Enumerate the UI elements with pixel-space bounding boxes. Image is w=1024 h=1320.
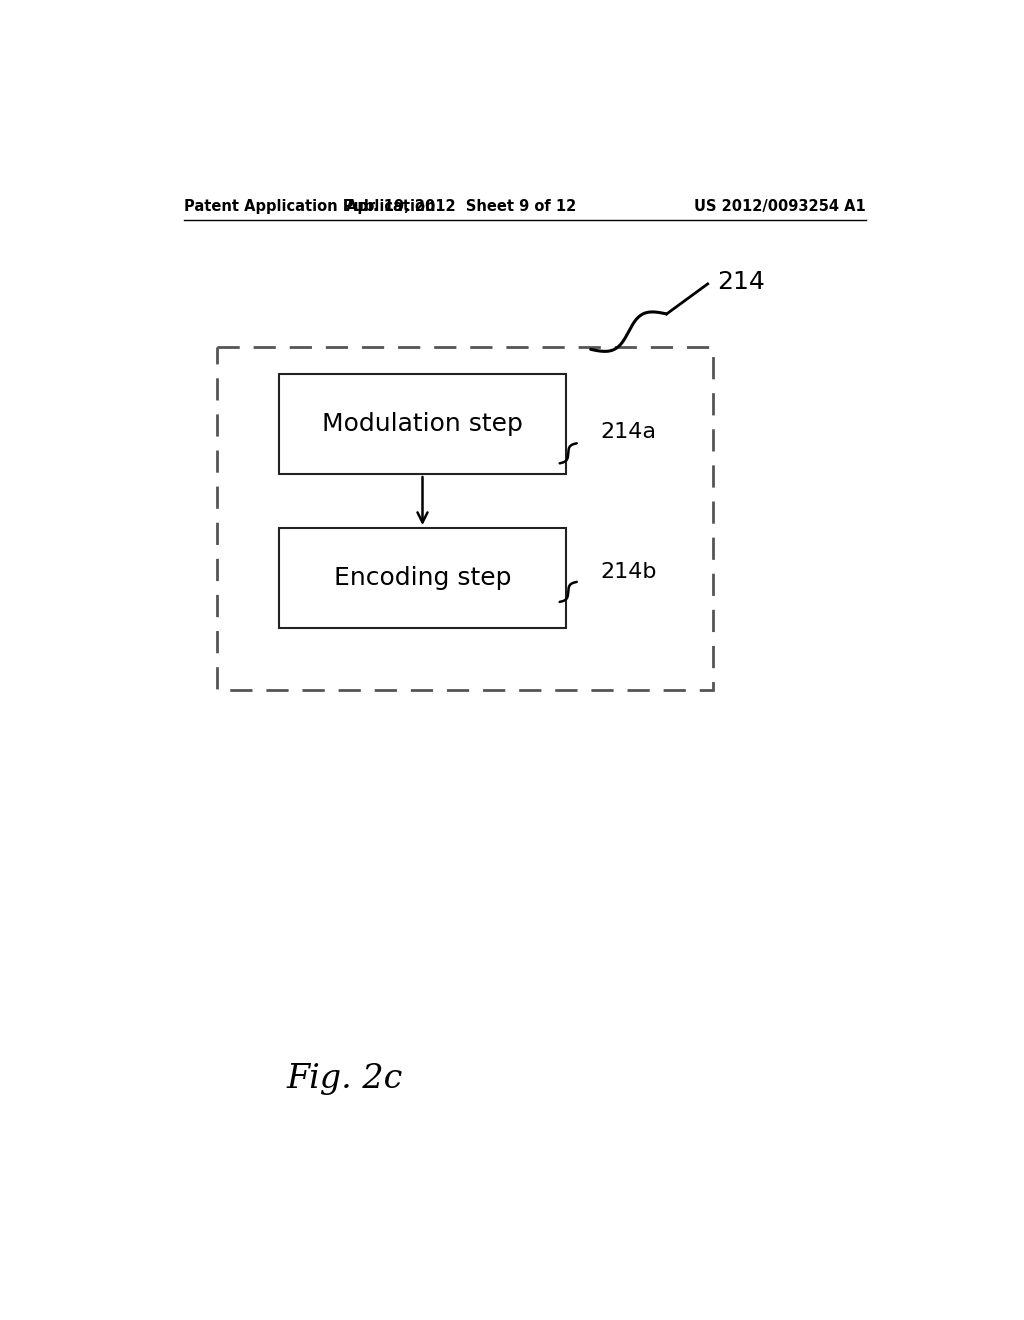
- Bar: [217, 347, 713, 689]
- Text: Fig. 2c: Fig. 2c: [287, 1063, 403, 1094]
- Text: Apr. 19, 2012  Sheet 9 of 12: Apr. 19, 2012 Sheet 9 of 12: [346, 199, 577, 214]
- Text: Modulation step: Modulation step: [323, 412, 523, 436]
- Bar: [280, 528, 566, 628]
- Text: Patent Application Publication: Patent Application Publication: [183, 199, 435, 214]
- Text: 214: 214: [717, 269, 765, 293]
- Text: Encoding step: Encoding step: [334, 566, 511, 590]
- Text: US 2012/0093254 A1: US 2012/0093254 A1: [694, 199, 866, 214]
- Text: 214a: 214a: [601, 422, 656, 442]
- Text: 214b: 214b: [601, 562, 657, 582]
- Bar: [280, 374, 566, 474]
